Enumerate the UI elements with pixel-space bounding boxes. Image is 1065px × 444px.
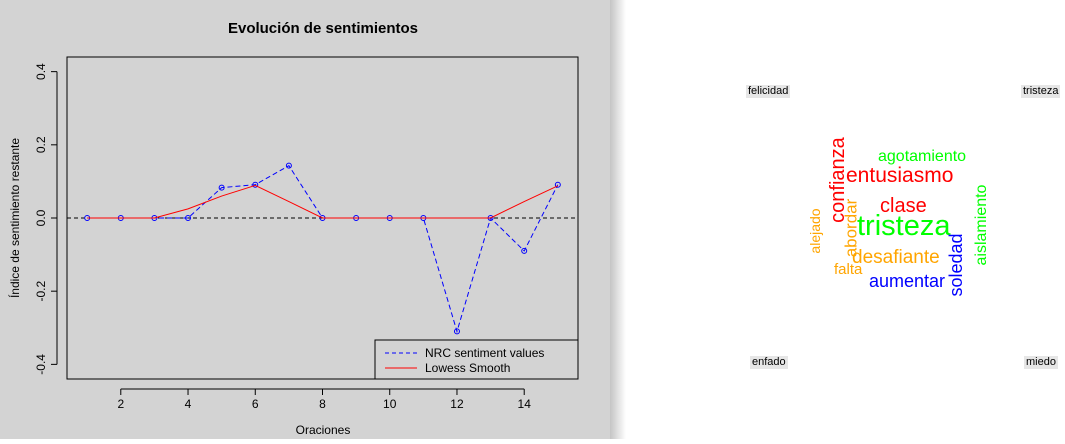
cloud-word-abordar: abordar <box>841 198 861 258</box>
y-tick-label: 0.2 <box>34 136 48 153</box>
chart-title: Evolución de sentimientos <box>228 20 418 37</box>
cloud-word-falta: falta <box>834 261 863 278</box>
y-tick-label: -0.4 <box>34 354 48 375</box>
x-tick-label: 2 <box>117 397 124 411</box>
legend-label-lowess: Lowess Smooth <box>425 361 510 375</box>
x-tick-label: 10 <box>383 397 397 411</box>
wordcloud-panel: felicidad tristeza enfado miedo tristeza… <box>626 0 1065 439</box>
sentiment-line-chart: Evolución de sentimientos Oraciones Índi… <box>7 20 579 437</box>
legend-box <box>374 339 579 380</box>
x-tick-label: 6 <box>252 397 259 411</box>
cloud-word-soledad: soledad <box>946 233 966 297</box>
cloud-word-alejado: alejado <box>807 208 823 254</box>
x-tick-label: 4 <box>185 397 192 411</box>
chart-legend: NRC sentiment values Lowess Smooth <box>374 339 579 380</box>
cloud-word-entusiasmo: entusiasmo <box>846 164 954 187</box>
y-tick-label: -0.2 <box>34 281 48 302</box>
cloud-word-agotamiento: agotamiento <box>878 148 967 165</box>
cloud-word-clase: clase <box>880 195 927 217</box>
lowess-smooth-line <box>87 184 559 219</box>
cloud-word-aumentar: aumentar <box>869 271 946 291</box>
nrc-data-point <box>252 181 259 188</box>
y-axis-label: Índice de sentimiento restante <box>7 138 22 298</box>
x-axis-label: Oraciones <box>296 423 351 437</box>
series-layer <box>84 162 561 335</box>
corner-label-miedo: miedo <box>1024 356 1058 369</box>
cloud-word-desafiante: desafiante <box>852 247 940 268</box>
nrc-data-point <box>185 215 192 221</box>
chart-panel: Evolución de sentimientos Oraciones Índi… <box>0 0 610 439</box>
x-tick-label: 8 <box>319 397 326 411</box>
corner-label-tristeza: tristeza <box>1021 85 1061 98</box>
nrc-sentiment-line <box>87 165 559 334</box>
corner-label-enfado: enfado <box>750 356 788 369</box>
y-tick-label: 0.0 <box>34 209 48 226</box>
nrc-data-point <box>218 184 225 191</box>
corner-label-felicidad: felicidad <box>746 85 791 98</box>
nrc-data-point <box>521 247 528 254</box>
cloud-word-aislamiento: aislamiento <box>973 184 990 266</box>
legend-label-nrc: NRC sentiment values <box>425 346 544 360</box>
nrc-data-point <box>453 328 460 335</box>
x-tick-label: 14 <box>518 397 532 411</box>
panel-divider-shadow <box>610 0 626 439</box>
cloud-word-tristeza: tristeza <box>857 210 951 242</box>
nrc-data-point <box>285 162 292 169</box>
nrc-data-point <box>554 181 561 188</box>
x-tick-label: 12 <box>450 397 464 411</box>
y-tick-label: 0.4 <box>34 63 48 80</box>
